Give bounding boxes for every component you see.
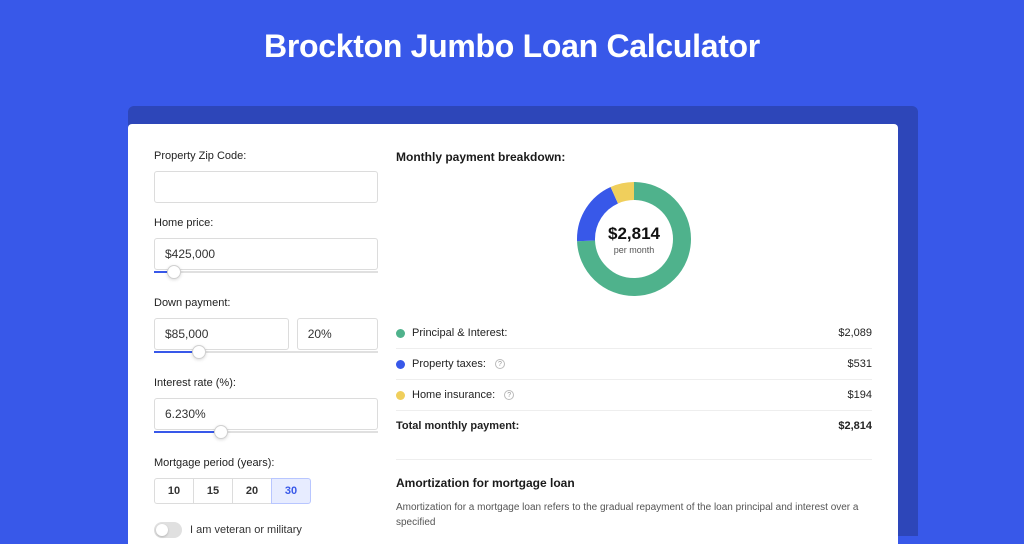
slider-thumb[interactable] — [214, 425, 228, 439]
page-title: Brockton Jumbo Loan Calculator — [0, 0, 1024, 87]
slider-track — [154, 271, 378, 273]
down-payment-slider[interactable] — [154, 349, 378, 363]
home-price-slider[interactable] — [154, 269, 378, 283]
info-icon[interactable]: ? — [495, 359, 505, 369]
home-price-label: Home price: — [154, 217, 378, 229]
down-payment-percent-input[interactable] — [297, 318, 378, 350]
amortization-title: Amortization for mortgage loan — [396, 476, 872, 490]
legend-row: Principal & Interest: $2,089 — [396, 318, 872, 348]
amortization-text: Amortization for a mortgage loan refers … — [396, 500, 872, 530]
legend-dot — [396, 360, 405, 369]
donut-amount: $2,814 — [608, 224, 660, 244]
donut-area: $2,814 per month — [396, 174, 872, 318]
period-option-10[interactable]: 10 — [154, 478, 194, 504]
input-column: Property Zip Code: Home price: Down paym… — [154, 150, 396, 544]
down-payment-label: Down payment: — [154, 297, 378, 309]
period-option-30[interactable]: 30 — [271, 478, 311, 504]
legend-dot — [396, 329, 405, 338]
interest-rate-slider[interactable] — [154, 429, 378, 443]
legend-dot — [396, 391, 405, 400]
down-payment-field: Down payment: — [154, 297, 378, 363]
donut-center: $2,814 per month — [573, 178, 695, 300]
amortization-section: Amortization for mortgage loan Amortizat… — [396, 459, 872, 530]
slider-thumb[interactable] — [167, 265, 181, 279]
mortgage-period-label: Mortgage period (years): — [154, 457, 378, 469]
down-payment-amount-input[interactable] — [154, 318, 289, 350]
legend-value: $194 — [848, 389, 872, 401]
veteran-label: I am veteran or military — [190, 524, 302, 536]
legend-value: $2,089 — [838, 327, 872, 339]
info-icon[interactable]: ? — [504, 390, 514, 400]
total-value: $2,814 — [838, 420, 872, 432]
zip-label: Property Zip Code: — [154, 150, 378, 162]
interest-rate-field: Interest rate (%): — [154, 377, 378, 443]
interest-rate-label: Interest rate (%): — [154, 377, 378, 389]
mortgage-period-field: Mortgage period (years): 10152030 — [154, 457, 378, 504]
zip-field: Property Zip Code: — [154, 150, 378, 203]
slider-thumb[interactable] — [192, 345, 206, 359]
legend-row: Property taxes:? $531 — [396, 348, 872, 379]
veteran-row: I am veteran or military — [154, 522, 378, 538]
legend-value: $531 — [848, 358, 872, 370]
period-option-15[interactable]: 15 — [193, 478, 233, 504]
legend-label: Principal & Interest: — [412, 327, 507, 339]
interest-rate-input[interactable] — [154, 398, 378, 430]
home-price-input[interactable] — [154, 238, 378, 270]
total-label: Total monthly payment: — [396, 420, 519, 432]
legend-rows: Principal & Interest: $2,089 Property taxe… — [396, 318, 872, 410]
slider-fill — [154, 431, 221, 433]
legend-label: Home insurance: — [412, 389, 495, 401]
payment-donut-chart: $2,814 per month — [573, 178, 695, 300]
veteran-toggle[interactable] — [154, 522, 182, 538]
period-option-20[interactable]: 20 — [232, 478, 272, 504]
legend-row: Home insurance:? $194 — [396, 379, 872, 410]
breakdown-column: Monthly payment breakdown: $2,814 per mo… — [396, 150, 872, 544]
home-price-field: Home price: — [154, 217, 378, 283]
total-row: Total monthly payment: $2,814 — [396, 410, 872, 441]
donut-sub: per month — [614, 245, 655, 255]
legend-label: Property taxes: — [412, 358, 486, 370]
calculator-panel: Property Zip Code: Home price: Down paym… — [128, 124, 898, 544]
breakdown-heading: Monthly payment breakdown: — [396, 150, 872, 164]
zip-input[interactable] — [154, 171, 378, 203]
mortgage-period-options: 10152030 — [154, 478, 378, 504]
